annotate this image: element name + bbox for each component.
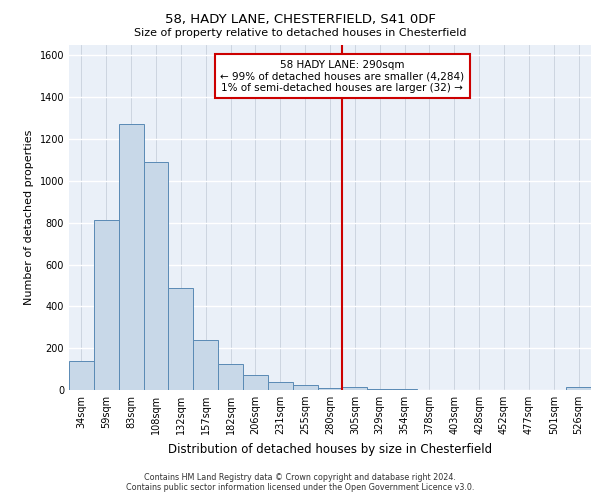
Bar	[69, 362, 94, 390]
Bar	[119, 124, 143, 390]
X-axis label: Distribution of detached houses by size in Chesterfield: Distribution of detached houses by size …	[168, 442, 492, 456]
Bar	[193, 340, 218, 390]
Bar	[143, 162, 169, 390]
Bar	[218, 364, 243, 390]
Bar	[566, 387, 591, 390]
Bar	[243, 375, 268, 390]
Bar	[367, 389, 392, 390]
Text: Contains HM Land Registry data © Crown copyright and database right 2024.
Contai: Contains HM Land Registry data © Crown c…	[126, 473, 474, 492]
Text: 58, HADY LANE, CHESTERFIELD, S41 0DF: 58, HADY LANE, CHESTERFIELD, S41 0DF	[164, 12, 436, 26]
Text: 58 HADY LANE: 290sqm
← 99% of detached houses are smaller (4,284)
1% of semi-det: 58 HADY LANE: 290sqm ← 99% of detached h…	[220, 60, 464, 93]
Bar	[268, 382, 293, 390]
Y-axis label: Number of detached properties: Number of detached properties	[24, 130, 34, 305]
Bar	[169, 288, 193, 390]
Bar	[317, 388, 343, 390]
Bar	[343, 388, 367, 390]
Bar	[293, 386, 317, 390]
Bar	[94, 220, 119, 390]
Text: Size of property relative to detached houses in Chesterfield: Size of property relative to detached ho…	[134, 28, 466, 38]
